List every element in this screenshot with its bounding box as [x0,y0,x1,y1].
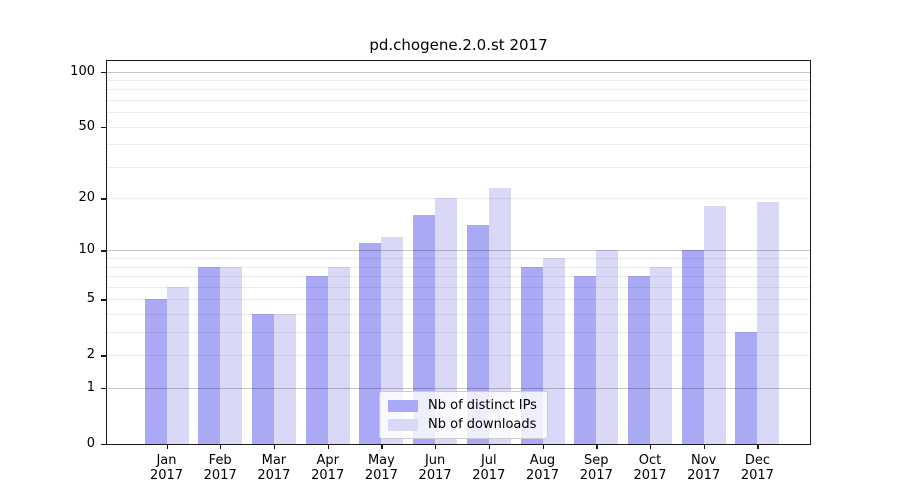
x-tick-mark-mar-2017 [273,444,276,449]
bar-nb-of-downloads-apr-2017 [327,266,350,444]
bar-nb-of-distinct-ips-mar-2017 [251,314,274,444]
x-tick-label-jan-2017: Jan 2017 [149,453,184,483]
bar-nb-of-downloads-mar-2017 [273,314,296,444]
x-tick-mark-nov-2017 [703,444,705,449]
y-tick-mark-100 [101,71,107,73]
bar-nb-of-downloads-sep-2017 [596,250,619,444]
x-tick-label-sep-2017: Sep 2017 [579,453,613,483]
x-tick-label-aug-2017: Aug 2017 [525,453,560,483]
bar-nb-of-downloads-jan-2017 [166,286,189,444]
bar-nb-of-distinct-ips-nov-2017 [681,250,704,444]
bar-nb-of-distinct-ips-apr-2017 [305,276,328,444]
bars-layer [107,61,810,444]
bar-nb-of-distinct-ips-dec-2017 [735,332,758,444]
bar-nb-of-distinct-ips-jun-2017 [413,215,436,444]
x-tick-label-dec-2017: Dec 2017 [740,453,774,483]
chart-title: pd.chogene.2.0.st 2017 [369,36,548,54]
y-tick-mark-5 [101,299,107,301]
y-tick-mark-10 [101,250,107,252]
y-tick-mark-20 [101,198,107,200]
y-tick-mark-1 [101,388,107,390]
plot-area: Nb of distinct IPs Nb of downloads Jan 20… [70,60,811,483]
y-tick-mark-2 [101,355,107,357]
legend-label-distinct-ips: Nb of distinct IPs [428,398,537,413]
y-tick-label-10: 10 [78,242,95,258]
x-tick-label-may-2017: May 2017 [364,453,398,483]
bar-nb-of-downloads-jun-2017 [435,198,458,444]
legend-swatch-downloads [388,418,418,431]
y-tick-mark-50 [101,126,107,128]
x-tick-mark-jan-2017 [166,444,168,449]
x-tick-mark-apr-2017 [327,444,329,449]
bar-nb-of-distinct-ips-oct-2017 [628,276,650,444]
y-tick-label-5: 5 [86,291,95,307]
y-tick-label-2: 2 [86,347,95,363]
x-tick-mark-aug-2017 [542,444,544,449]
x-tick-mark-oct-2017 [650,444,652,449]
x-tick-label-feb-2017: Feb 2017 [203,453,237,483]
x-tick-mark-jun-2017 [435,444,437,449]
legend-label-downloads: Nb of downloads [428,417,537,432]
bar-nb-of-downloads-aug-2017 [542,258,565,444]
x-tick-mark-dec-2017 [757,444,759,449]
legend: Nb of distinct IPs Nb of downloads [379,391,548,439]
y-tick-label-1: 1 [86,380,95,396]
x-tick-label-oct-2017: Oct 2017 [633,453,667,483]
x-tick-mark-sep-2017 [596,444,598,449]
x-tick-mark-jul-2017 [488,444,491,449]
y-tick-label-50: 50 [78,118,95,134]
legend-swatch-distinct-ips [388,399,418,412]
x-tick-mark-feb-2017 [220,444,222,449]
x-tick-label-jul-2017: Jul 2017 [472,453,506,483]
bar-nb-of-distinct-ips-jul-2017 [466,225,489,444]
legend-item-distinct-ips: Nb of distinct IPs [388,398,537,413]
bar-nb-of-distinct-ips-sep-2017 [574,276,597,444]
x-tick-label-nov-2017: Nov 2017 [687,453,721,483]
legend-item-downloads: Nb of downloads [388,417,537,432]
x-tick-label-apr-2017: Apr 2017 [311,453,345,483]
bar-nb-of-downloads-feb-2017 [220,266,243,444]
y-tick-mark-0 [101,444,107,446]
bar-nb-of-downloads-nov-2017 [703,206,726,444]
bar-nb-of-distinct-ips-may-2017 [359,243,382,444]
y-tick-label-0: 0 [86,436,95,451]
bar-nb-of-downloads-oct-2017 [650,266,672,444]
x-tick-mark-may-2017 [381,444,383,449]
x-tick-label-jun-2017: Jun 2017 [418,453,452,483]
bar-nb-of-distinct-ips-feb-2017 [198,266,221,444]
x-tick-label-mar-2017: Mar 2017 [257,453,291,483]
bar-nb-of-downloads-jul-2017 [488,187,511,444]
bar-nb-of-distinct-ips-jan-2017 [144,299,167,444]
y-tick-label-20: 20 [78,190,95,206]
y-tick-label-100: 100 [70,63,95,79]
bar-nb-of-downloads-dec-2017 [757,202,780,444]
